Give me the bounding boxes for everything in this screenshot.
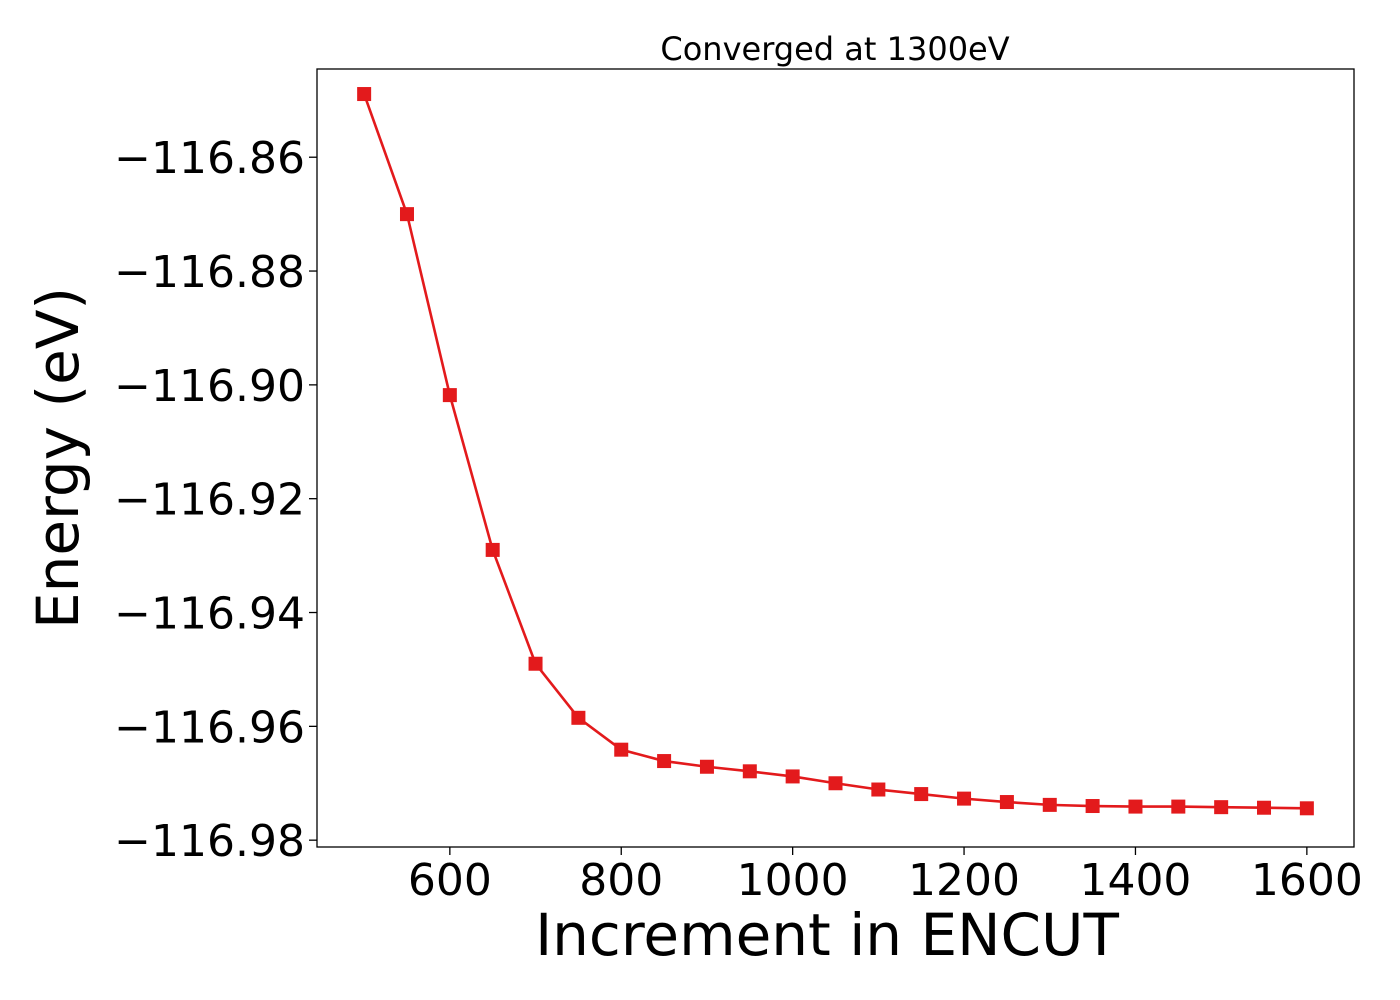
data-point [1042, 797, 1057, 812]
data-point [657, 754, 672, 769]
data-point [699, 759, 714, 774]
data-point [1214, 800, 1229, 815]
data-point [399, 207, 414, 222]
data-point [1171, 799, 1186, 814]
data-point [828, 776, 843, 791]
data-point [871, 782, 886, 797]
data-point [1085, 799, 1100, 814]
y-tick-label: −116.88 [114, 247, 305, 298]
plot-area [357, 87, 1314, 816]
x-tick-label: 1400 [1079, 855, 1191, 906]
x-axis: 600 800 1000 1200 1400 1600 [408, 847, 1363, 906]
y-tick-label: −116.96 [114, 702, 305, 753]
data-point [785, 769, 800, 784]
y-tick-label: −116.98 [114, 816, 305, 867]
y-axis: −116.86 −116.88 −116.90 −116.92 −116.94 −116.… [114, 133, 317, 867]
data-point [614, 742, 629, 757]
data-point [1128, 799, 1143, 814]
plot-frame [316, 68, 1355, 848]
x-tick-label: 1000 [737, 855, 849, 906]
data-point [442, 388, 457, 403]
data-point [999, 795, 1014, 810]
y-tick-label: −116.90 [114, 361, 305, 412]
data-point [485, 542, 500, 557]
data-point [1299, 801, 1314, 816]
chart-title: Converged at 1300eV [660, 30, 1009, 68]
x-tick-label: 600 [408, 855, 492, 906]
y-tick-label: −116.94 [114, 589, 305, 640]
data-point [957, 791, 972, 806]
series-line [362, 93, 1307, 810]
data-point [742, 764, 757, 779]
data-point [528, 656, 543, 671]
y-tick-label: −116.92 [114, 475, 305, 526]
data-point [914, 787, 929, 802]
y-tick-label: −116.86 [114, 133, 305, 184]
data-point [1257, 800, 1272, 815]
data-point [571, 710, 586, 725]
x-tick-label: 800 [579, 855, 663, 906]
x-axis-label: Increment in ENCUT [535, 901, 1119, 969]
y-axis-label: Energy (eV) [24, 287, 92, 629]
data-point [357, 87, 372, 102]
x-tick-label: 1600 [1251, 855, 1363, 906]
x-tick-label: 1200 [908, 855, 1020, 906]
